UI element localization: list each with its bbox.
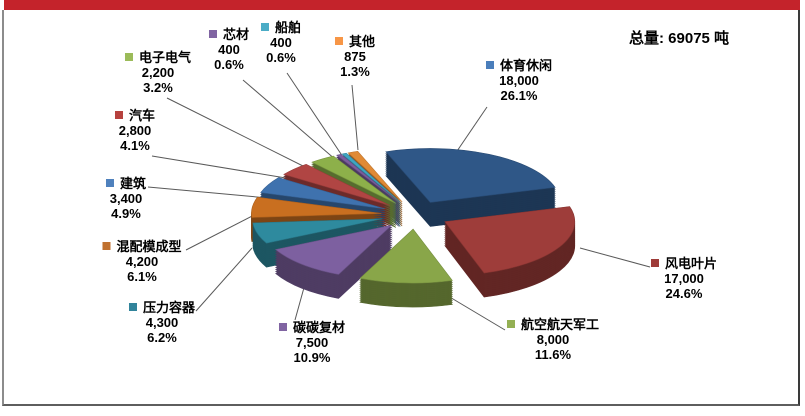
slice-pct: 1.3% bbox=[340, 64, 370, 79]
legend-marker-compound-molding bbox=[102, 242, 111, 250]
pie-slice bbox=[347, 150, 403, 203]
top-red-bar bbox=[4, 0, 800, 10]
slice-pct: 11.6% bbox=[534, 347, 572, 362]
slice-name: 碳碳复材 bbox=[292, 320, 346, 335]
slice-pct: 0.6% bbox=[214, 57, 244, 72]
slice-name: 体育休闲 bbox=[499, 58, 553, 73]
leader-line bbox=[286, 72, 346, 161]
slice-name: 其他 bbox=[348, 34, 376, 49]
slice-name: 电子电气 bbox=[138, 50, 192, 65]
slice-name: 汽车 bbox=[128, 108, 156, 123]
slice-label-carbon-carbon: 碳碳复材 7,500 10.9% bbox=[278, 320, 346, 365]
pie-slice bbox=[252, 218, 383, 244]
slice-pct: 10.9% bbox=[293, 350, 331, 365]
legend-marker-automotive bbox=[114, 111, 123, 119]
leader-line bbox=[447, 295, 506, 331]
slice-value: 2,800 bbox=[118, 123, 152, 138]
legend-marker-construction bbox=[105, 179, 114, 187]
slice-name: 建筑 bbox=[119, 176, 147, 191]
legend-marker-pressure-vessel bbox=[128, 303, 137, 311]
slice-label-construction: 建筑 3,400 4.9% bbox=[105, 176, 147, 221]
slice-pct: 24.6% bbox=[665, 286, 703, 301]
legend-marker-wind-blades bbox=[650, 259, 659, 267]
chart-frame bbox=[2, 10, 800, 406]
pie-slice bbox=[274, 224, 393, 275]
slice-label-wind-blades: 风电叶片 17,000 24.6% bbox=[650, 256, 718, 301]
slice-name: 芯材 bbox=[222, 27, 250, 42]
slice-pct: 4.1% bbox=[120, 138, 150, 153]
leader-line bbox=[195, 247, 253, 312]
leader-line bbox=[185, 213, 257, 251]
slice-label-core-material: 芯材 400 0.6% bbox=[208, 27, 250, 72]
leader-line bbox=[579, 247, 651, 268]
slice-pct: 3.2% bbox=[143, 80, 173, 95]
leader-line bbox=[242, 79, 337, 161]
total-label: 总量: 69075 吨 bbox=[629, 30, 730, 47]
slice-label-sports-leisure: 体育休闲 18,000 26.1% bbox=[485, 58, 553, 103]
pie-slice bbox=[444, 206, 576, 274]
slice-value: 4,200 bbox=[125, 254, 159, 269]
slice-value: 17,000 bbox=[664, 271, 704, 286]
slice-label-aerospace-military: 航空航天军工 8,000 11.6% bbox=[506, 317, 600, 362]
slice-value: 400 bbox=[270, 35, 292, 50]
pie-slice bbox=[251, 196, 382, 218]
slice-value: 18,000 bbox=[499, 73, 539, 88]
legend-marker-aerospace-military bbox=[506, 320, 515, 328]
slice-name: 风电叶片 bbox=[664, 256, 718, 271]
slice-name: 混配模成型 bbox=[116, 239, 182, 254]
slice-value: 3,400 bbox=[109, 191, 143, 206]
slice-name: 船舶 bbox=[274, 20, 302, 35]
pie-slice bbox=[283, 163, 391, 206]
pie-slice bbox=[341, 152, 401, 203]
slice-label-pressure-vessel: 压力容器 4,300 6.2% bbox=[128, 300, 196, 345]
leader-line bbox=[351, 84, 359, 151]
legend-marker-others bbox=[334, 37, 343, 45]
legend-marker-sports-leisure bbox=[485, 61, 494, 69]
slice-label-compound-molding: 混配模成型 4,200 6.1% bbox=[102, 239, 182, 284]
slice-name: 压力容器 bbox=[142, 300, 196, 315]
slice-name: 航空航天军工 bbox=[520, 317, 600, 332]
slice-pct: 6.2% bbox=[147, 330, 177, 345]
slice-pct: 26.1% bbox=[500, 88, 538, 103]
slice-label-electronics: 电子电气 2,200 3.2% bbox=[124, 50, 192, 95]
slice-value: 400 bbox=[218, 42, 240, 57]
slice-value: 8,000 bbox=[536, 332, 570, 347]
legend-marker-core-material bbox=[208, 30, 217, 38]
slice-value: 2,200 bbox=[141, 65, 175, 80]
slice-pct: 0.6% bbox=[266, 50, 296, 65]
leader-line bbox=[294, 283, 306, 321]
slice-value: 7,500 bbox=[295, 335, 329, 350]
legend-marker-carbon-carbon bbox=[278, 323, 287, 331]
leader-line bbox=[151, 155, 299, 181]
pie-slice bbox=[311, 155, 397, 204]
pie-slice bbox=[385, 148, 556, 203]
slice-pct: 4.9% bbox=[111, 206, 141, 221]
pie-slice bbox=[359, 228, 453, 284]
leader-line bbox=[166, 97, 316, 173]
slice-label-others: 其他 875 1.3% bbox=[334, 34, 376, 79]
leader-line bbox=[452, 106, 488, 158]
slice-label-automotive: 汽车 2,800 4.1% bbox=[114, 108, 156, 153]
slice-pct: 6.1% bbox=[127, 269, 157, 284]
pie-slice bbox=[260, 177, 385, 210]
slice-value: 4,300 bbox=[145, 315, 179, 330]
pie-slice bbox=[336, 153, 400, 203]
legend-marker-ships bbox=[260, 23, 269, 31]
slice-label-ships: 船舶 400 0.6% bbox=[260, 20, 302, 65]
legend-marker-electronics bbox=[124, 53, 133, 61]
slice-value: 875 bbox=[344, 49, 366, 64]
